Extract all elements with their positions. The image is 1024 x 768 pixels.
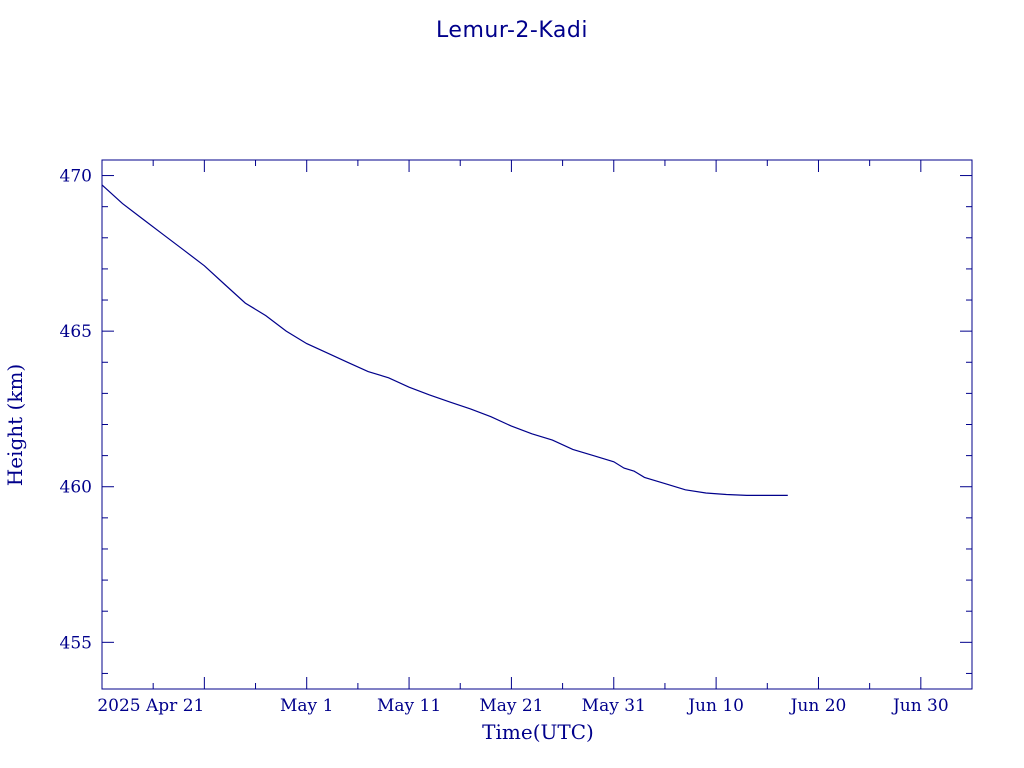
plot-frame xyxy=(101,159,973,690)
axis-ticks xyxy=(102,160,973,689)
y-tick-label: 465 xyxy=(60,322,92,342)
y-tick-label: 455 xyxy=(60,633,92,653)
x-tick-label: May 1 xyxy=(280,696,333,716)
x-axis-tick-labels: 2025 Apr 21 May 1 May 11 May 21 May 31 Jun 10… xyxy=(97,696,948,716)
x-tick-label: May 31 xyxy=(582,696,646,716)
x-tick-label: Jun 30 xyxy=(891,696,949,716)
y-axis-tick-labels: 455 460 465 470 xyxy=(60,167,92,654)
y-axis-label: Height (km) xyxy=(3,364,27,486)
series-line-height xyxy=(101,184,788,496)
x-axis-label: Time(UTC) xyxy=(482,720,594,744)
x-tick-label: May 21 xyxy=(479,696,543,716)
x-tick-label: 2025 Apr 21 xyxy=(97,696,204,716)
x-tick-label: May 11 xyxy=(377,696,441,716)
x-tick-label: Jun 20 xyxy=(789,696,847,716)
chart-title: Lemur-2-Kadi xyxy=(436,18,588,43)
x-tick-label: Jun 10 xyxy=(686,696,744,716)
y-tick-label: 460 xyxy=(60,478,92,498)
y-tick-label: 470 xyxy=(60,167,92,187)
